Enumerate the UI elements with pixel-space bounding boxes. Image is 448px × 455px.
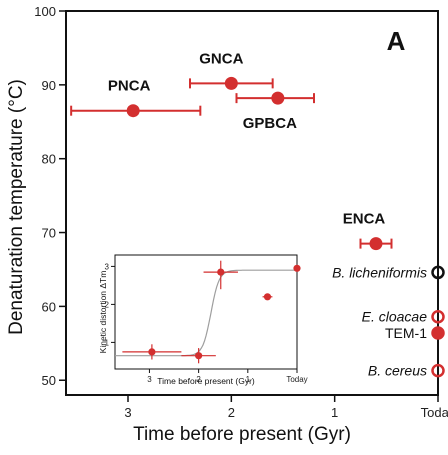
modern-point (431, 309, 445, 324)
y-tick-label: 90 (42, 78, 56, 93)
point-label: GNCA (199, 50, 243, 67)
y-tick-label: 70 (42, 226, 56, 241)
data-point (126, 104, 140, 118)
modern-point (431, 326, 445, 340)
inset-data-point (293, 264, 301, 272)
inset-frame (114, 254, 298, 370)
inset-data-point (217, 268, 225, 276)
modern-label: E. cloacae (362, 309, 428, 325)
plot-frame (65, 10, 439, 396)
main-plot: 50 60 70 80 90 100 3 2 1 Today Time before present… (6, 4, 448, 445)
modern-label: TEM-1 (385, 325, 427, 341)
data-point (271, 91, 285, 105)
modern-point (431, 265, 445, 280)
fit-curve (115, 269, 297, 357)
inset-y-tick-label: 3 (105, 262, 110, 271)
inset-y-axis-title: Kinetic distortion ΔTm (98, 271, 108, 354)
y-tick-label: 50 (42, 373, 56, 388)
inset-x-tick-label: 3 (147, 375, 152, 384)
point-label: PNCA (108, 78, 151, 95)
point-label: GPBCA (243, 115, 297, 132)
x-tick-label: Today (421, 405, 448, 420)
y-tick-label: 100 (34, 4, 56, 19)
inset-y-tick-label: 2 (105, 300, 110, 309)
inset-data-point (195, 352, 203, 360)
x-axis-title: Time before present (Gyr) (133, 424, 351, 445)
x-tick-label: 2 (228, 405, 235, 420)
inset-x-tick-label: 1 (246, 375, 251, 384)
y-axis-title: Denaturation temperature (°C) (6, 79, 27, 335)
modern-point (431, 363, 445, 378)
y-tick-label: 80 (42, 152, 56, 167)
inset-x-tick-label: Today (286, 375, 307, 384)
inset-y-tick-label: 1 (105, 338, 110, 347)
inset-x-axis-title: Time before present (Gyr) (157, 376, 255, 386)
y-tick-label: 60 (42, 299, 56, 314)
inset-data-point (148, 348, 156, 356)
x-tick-label: 3 (124, 405, 131, 420)
modern-label: B. licheniformis (332, 264, 427, 280)
inset-x-tick-label: 2 (196, 375, 201, 384)
inset-plot: 1 2 3 3 2 1 Today Time before present (Gyr) Kine… (98, 254, 308, 386)
modern-label: B. cereus (368, 363, 427, 379)
data-point (224, 76, 238, 90)
panel-label: A (387, 26, 406, 56)
x-tick-label: 1 (331, 405, 338, 420)
data-point (369, 237, 383, 251)
point-label: ENCA (343, 211, 386, 228)
inset-data-point (263, 293, 272, 301)
